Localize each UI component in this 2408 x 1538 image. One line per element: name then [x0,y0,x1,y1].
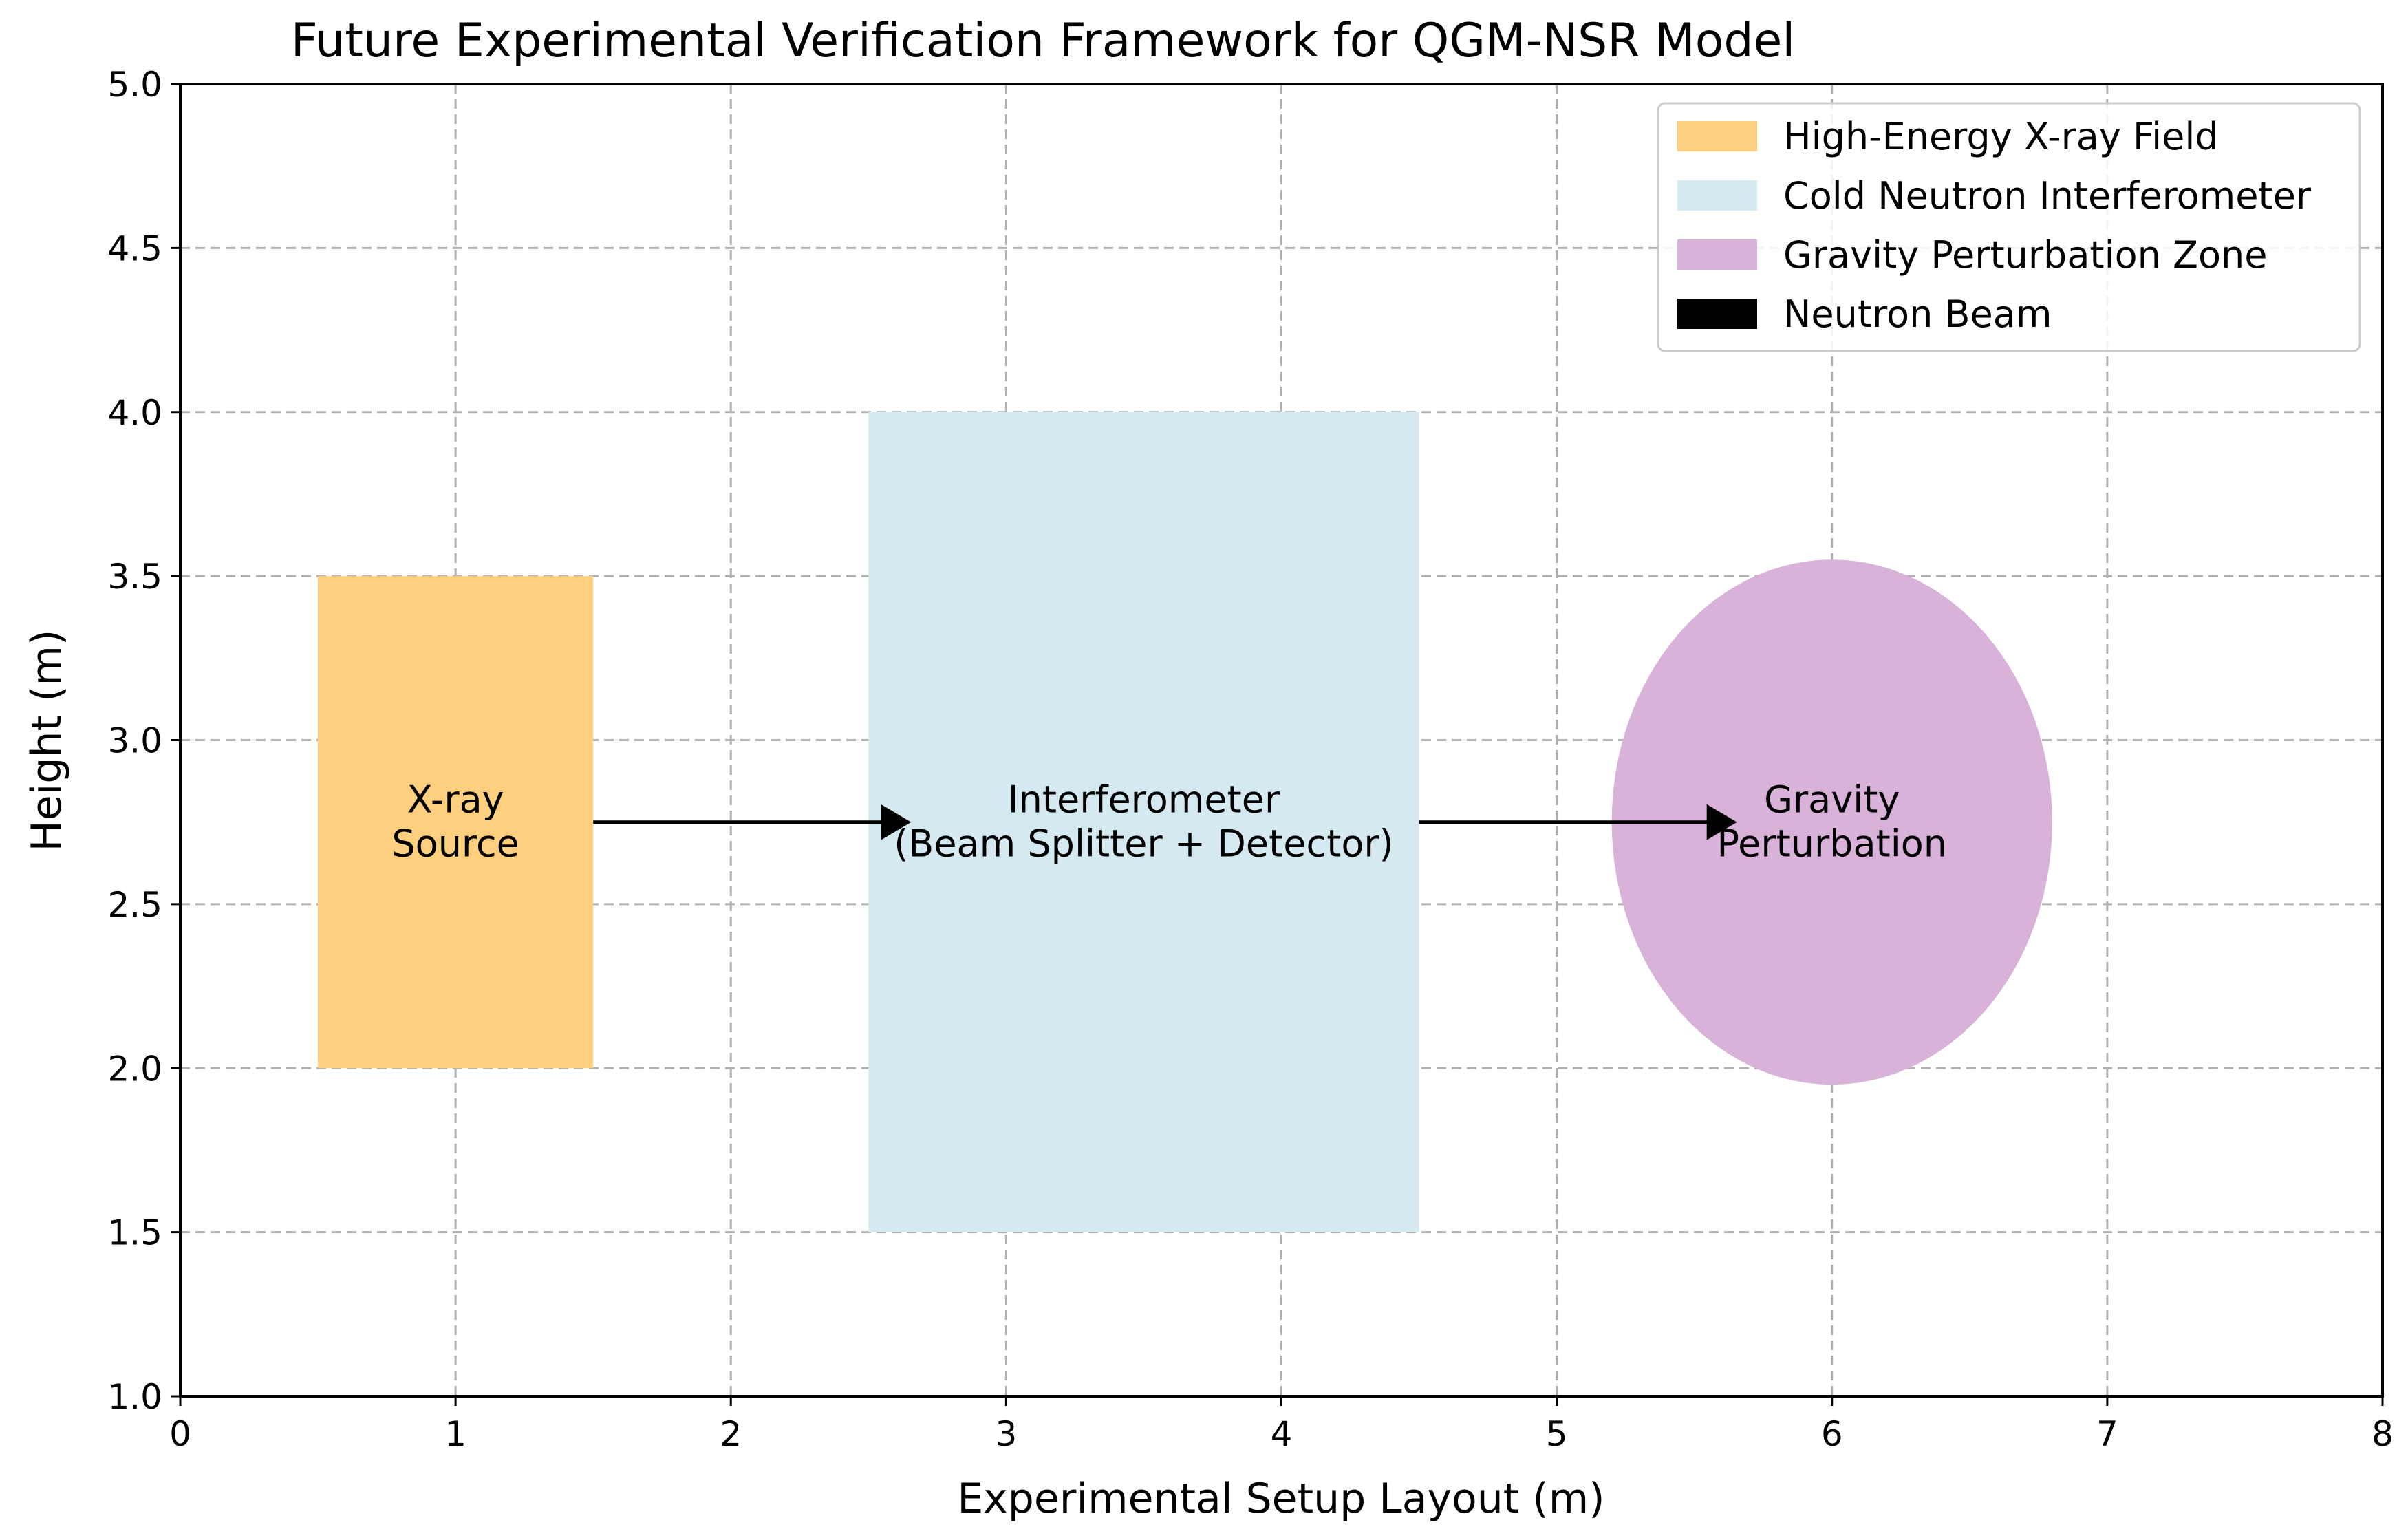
gravity-ellipse [1611,559,2052,1085]
x-tick-label: 1 [444,1414,466,1454]
xray-source-rect [318,576,594,1069]
y-tick-label: 3.0 [107,721,162,761]
legend-swatch [1677,239,1757,270]
legend-frame [1657,102,2361,352]
y-tick-label: 1.0 [107,1377,162,1417]
interferometer-rect [868,412,1419,1232]
legend-swatch [1677,121,1757,151]
label-line: Interferometer [1008,778,1280,822]
label-line: (Beam Splitter + Detector) [894,822,1393,866]
legend-swatch [1677,180,1757,211]
arrow-head [1706,804,1737,840]
x-tick-label: 4 [1271,1414,1293,1454]
y-tick-label: 3.5 [107,557,162,597]
x-tick-label: 3 [995,1414,1017,1454]
gravity-ellipse-label: Gravity Perturbation [1717,778,1947,866]
y-tick-label: 5.0 [107,65,162,105]
x-tick-label: 0 [169,1414,191,1454]
neutron-beam-arrow-2 [1419,804,1737,840]
legend-label: High-Energy X-ray Field [1783,115,2219,158]
x-tick-label: 2 [720,1414,742,1454]
label-line: Gravity [1764,778,1900,822]
y-tick-label: 4.0 [107,393,162,433]
setup-components [318,412,2052,1232]
x-tick-label: 5 [1546,1414,1568,1454]
neutron-beam-arrow-1 [593,804,912,840]
legend-label: Gravity Perturbation Zone [1783,233,2268,277]
arrow-head [881,804,912,840]
legend-label: Neutron Beam [1783,292,2052,336]
component-labels: X-ray Source Interferometer (Beam Splitter … [391,778,1947,866]
interferometer-rect-label: Interferometer (Beam Splitter + Detector) [894,778,1393,866]
neutron-beam-arrows [593,804,1737,840]
axis-ticks: 0 1 2 3 4 5 6 7 8 1.0 1.5 2.0 2.5 3.0 3.5 4.0 4.5 5.0 [107,65,2393,1454]
chart-title: Future Experimental Verification Framewo… [291,14,1796,68]
legend: High-Energy X-ray Field Cold Neutron Inte… [1657,102,2361,352]
x-tick-label: 7 [2096,1414,2118,1454]
label-line: Source [391,822,519,866]
y-tick-label: 2.0 [107,1049,162,1089]
y-tick-label: 2.5 [107,885,162,925]
x-tick-label: 8 [2372,1414,2394,1454]
x-axis-label: Experimental Setup Layout (m) [957,1475,1604,1523]
xray-source-rect-label: X-ray Source [391,778,519,866]
legend-swatch [1677,299,1757,329]
x-tick-label: 6 [1821,1414,1843,1454]
y-tick-label: 1.5 [107,1213,162,1253]
label-line: Perturbation [1717,822,1947,866]
y-tick-label: 4.5 [107,228,162,268]
legend-label: Cold Neutron Interferometer [1783,174,2312,217]
label-line: X-ray [407,778,504,822]
y-axis-label: Height (m) [23,630,71,852]
